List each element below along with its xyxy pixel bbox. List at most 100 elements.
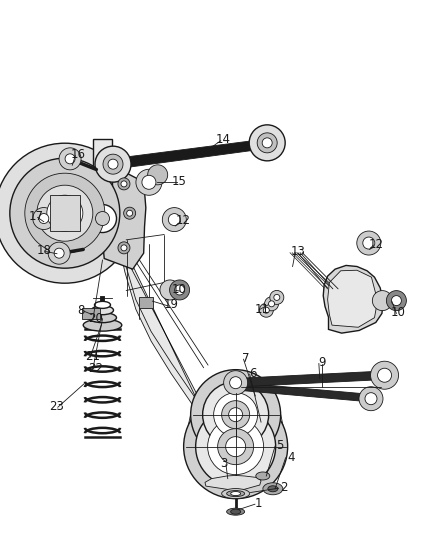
Circle shape <box>262 138 272 148</box>
Circle shape <box>39 214 49 223</box>
Circle shape <box>363 237 375 249</box>
Text: 19: 19 <box>163 298 178 311</box>
Circle shape <box>203 382 268 448</box>
Ellipse shape <box>83 319 122 331</box>
Circle shape <box>95 146 131 182</box>
Circle shape <box>95 212 110 225</box>
Ellipse shape <box>88 313 117 322</box>
Ellipse shape <box>226 508 245 515</box>
Polygon shape <box>139 297 153 308</box>
Circle shape <box>118 242 130 254</box>
Circle shape <box>62 212 80 230</box>
Polygon shape <box>119 237 237 473</box>
Circle shape <box>263 307 269 313</box>
Ellipse shape <box>222 489 250 498</box>
Circle shape <box>47 195 83 231</box>
Circle shape <box>148 165 168 185</box>
Text: 15: 15 <box>172 175 187 188</box>
Text: 17: 17 <box>28 210 43 223</box>
Circle shape <box>191 370 281 459</box>
Circle shape <box>274 294 280 301</box>
Text: 12: 12 <box>176 214 191 227</box>
Circle shape <box>196 407 276 487</box>
Circle shape <box>25 173 105 253</box>
Ellipse shape <box>231 509 240 514</box>
Circle shape <box>357 231 381 255</box>
Polygon shape <box>236 371 385 387</box>
Text: 23: 23 <box>49 400 64 413</box>
Ellipse shape <box>263 483 283 495</box>
Text: 12: 12 <box>368 238 383 251</box>
Circle shape <box>371 361 399 389</box>
Circle shape <box>127 210 133 216</box>
Ellipse shape <box>268 486 278 492</box>
Circle shape <box>37 185 93 241</box>
Circle shape <box>208 418 264 475</box>
Text: 5: 5 <box>276 439 283 452</box>
Circle shape <box>268 301 275 307</box>
Text: 6: 6 <box>249 367 257 379</box>
Bar <box>93 139 112 219</box>
Polygon shape <box>82 308 100 319</box>
Text: 3: 3 <box>221 457 228 470</box>
Circle shape <box>48 242 70 264</box>
Circle shape <box>168 214 180 225</box>
Text: 21: 21 <box>85 350 100 362</box>
Circle shape <box>365 393 377 405</box>
Text: 18: 18 <box>36 244 51 257</box>
Circle shape <box>10 158 120 268</box>
Circle shape <box>59 148 81 170</box>
Text: 16: 16 <box>71 148 85 161</box>
Circle shape <box>33 207 55 230</box>
Circle shape <box>88 205 117 232</box>
Circle shape <box>222 401 250 429</box>
Circle shape <box>259 303 273 317</box>
Circle shape <box>142 175 156 189</box>
Circle shape <box>359 386 383 411</box>
Polygon shape <box>323 265 383 333</box>
Ellipse shape <box>95 301 110 309</box>
Text: 11: 11 <box>254 303 269 316</box>
Circle shape <box>378 368 392 382</box>
Text: 14: 14 <box>216 133 231 146</box>
Circle shape <box>0 143 135 283</box>
Text: 7: 7 <box>242 352 250 365</box>
Circle shape <box>229 408 243 422</box>
Polygon shape <box>328 270 378 327</box>
Circle shape <box>214 393 258 437</box>
Circle shape <box>170 280 190 300</box>
Circle shape <box>162 207 186 232</box>
Bar <box>50 195 80 231</box>
Ellipse shape <box>231 491 240 496</box>
Circle shape <box>218 429 254 465</box>
Ellipse shape <box>226 490 245 497</box>
Circle shape <box>65 154 75 164</box>
Text: 9: 9 <box>318 356 326 369</box>
Circle shape <box>184 394 288 499</box>
Circle shape <box>54 248 64 258</box>
Circle shape <box>392 296 401 305</box>
Text: 10: 10 <box>171 284 186 296</box>
Circle shape <box>121 181 127 187</box>
Text: 8: 8 <box>78 304 85 317</box>
Circle shape <box>121 245 127 251</box>
Circle shape <box>226 437 246 457</box>
Circle shape <box>265 297 279 311</box>
Text: 22: 22 <box>88 362 103 375</box>
Ellipse shape <box>92 306 113 314</box>
Text: 13: 13 <box>290 245 305 258</box>
Polygon shape <box>205 475 261 490</box>
Circle shape <box>136 169 162 195</box>
Circle shape <box>124 207 136 219</box>
Circle shape <box>175 285 184 295</box>
Circle shape <box>224 370 247 395</box>
Polygon shape <box>98 171 146 269</box>
Circle shape <box>270 290 284 304</box>
Text: 1: 1 <box>254 497 262 510</box>
Circle shape <box>386 290 406 311</box>
Circle shape <box>160 280 180 300</box>
Circle shape <box>118 178 130 190</box>
Ellipse shape <box>256 472 270 480</box>
Text: 4: 4 <box>287 451 295 464</box>
Polygon shape <box>237 383 371 402</box>
